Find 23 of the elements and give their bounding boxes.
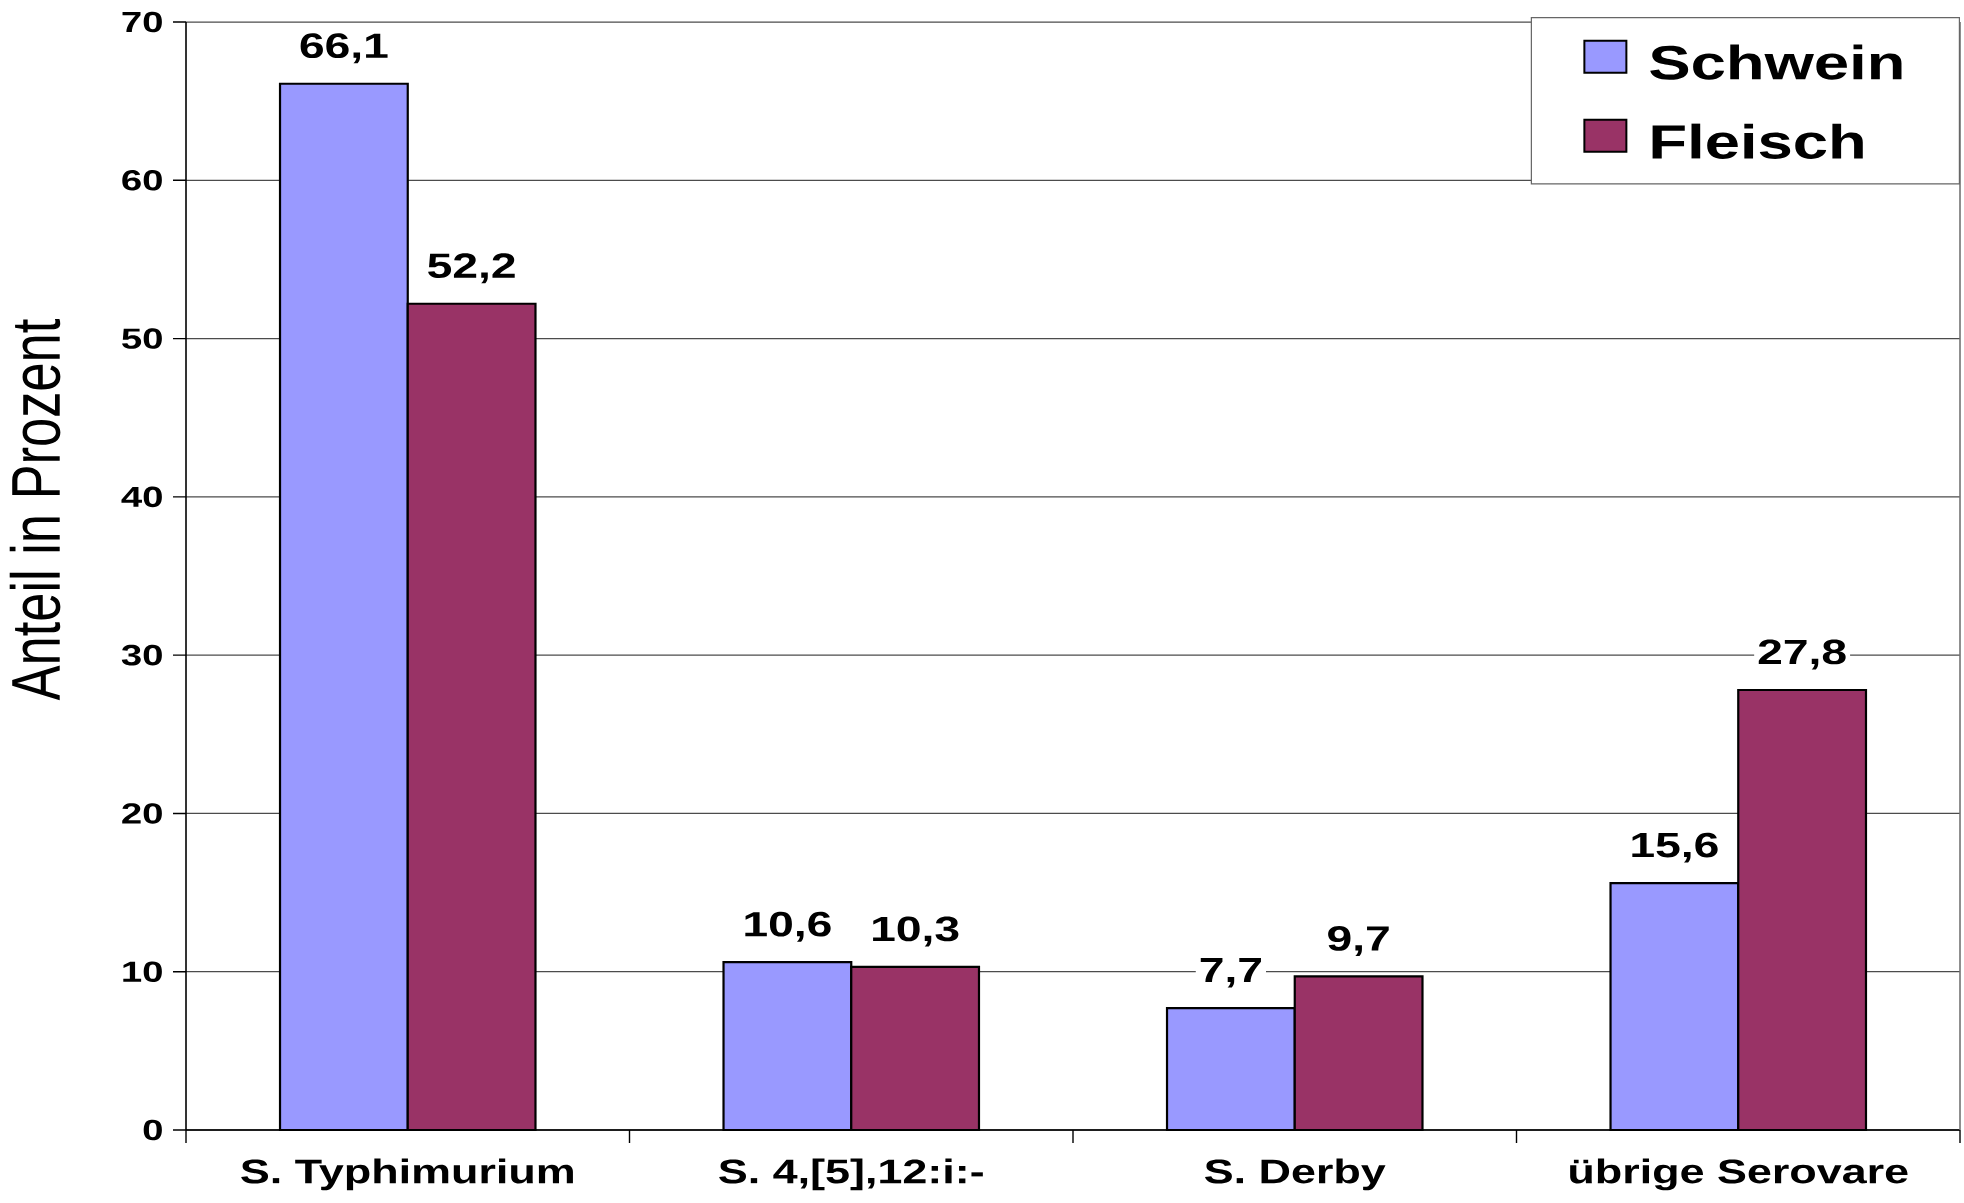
data-label: 52,2 bbox=[428, 253, 515, 284]
y-tick-label: 10 bbox=[123, 961, 162, 982]
y-tick-label: 0 bbox=[143, 1119, 162, 1141]
y-tick-label: 50 bbox=[122, 328, 162, 349]
y-tick-label: 70 bbox=[122, 11, 162, 33]
data-label: 7,7 bbox=[1200, 958, 1261, 988]
x-tick-label: übrige Serovare bbox=[1570, 1158, 1908, 1191]
y-axis-title: Anteil in Prozent bbox=[9, 319, 61, 701]
data-label: 9,7 bbox=[1328, 926, 1389, 956]
data-label: 66,1 bbox=[300, 33, 388, 64]
y-tick-label: 60 bbox=[122, 170, 162, 191]
x-tick-label: S. Typhimurium bbox=[241, 1158, 573, 1191]
data-label: 10,6 bbox=[745, 911, 831, 942]
legend-label: Schwein bbox=[1650, 44, 1902, 80]
y-tick-label: 20 bbox=[122, 803, 162, 824]
data-label: 10,3 bbox=[873, 916, 959, 947]
legend-label: Fleisch bbox=[1652, 123, 1863, 159]
y-tick-label: 30 bbox=[121, 644, 162, 666]
x-tick-label: S. Derby bbox=[1205, 1158, 1386, 1191]
data-label: 27,8 bbox=[1758, 639, 1846, 670]
x-tick-label: S. 4,[5],12:i:- bbox=[719, 1158, 983, 1191]
y-tick-label: 40 bbox=[121, 486, 162, 508]
data-label: 15,6 bbox=[1632, 832, 1718, 863]
